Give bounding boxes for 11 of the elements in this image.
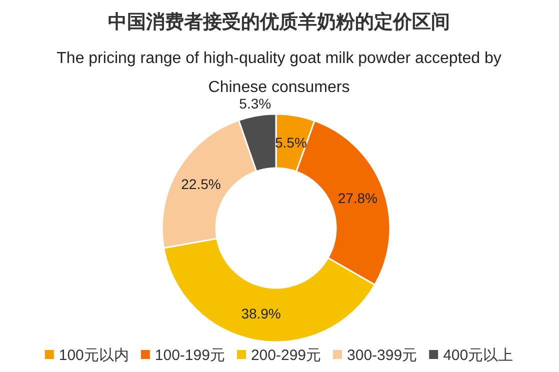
legend-label: 400元以上 (443, 347, 514, 364)
legend-label: 100元以内 (58, 347, 129, 364)
data-label: 5.3% (239, 96, 272, 112)
legend-label: 200-299元 (250, 347, 322, 364)
legend-label: 300-399元 (347, 347, 418, 364)
chart-title: 中国消费者接受的优质羊奶粉的定价区间 (108, 11, 450, 33)
chart-subtitle: The pricing range of high-quality goat milk powder accepted by Chinese consumers (56, 50, 502, 96)
data-label: 27.8% (338, 190, 378, 206)
data-label: 22.5% (181, 176, 221, 192)
data-label: 38.9% (241, 306, 281, 322)
legend-label: 100-199元 (154, 347, 225, 364)
